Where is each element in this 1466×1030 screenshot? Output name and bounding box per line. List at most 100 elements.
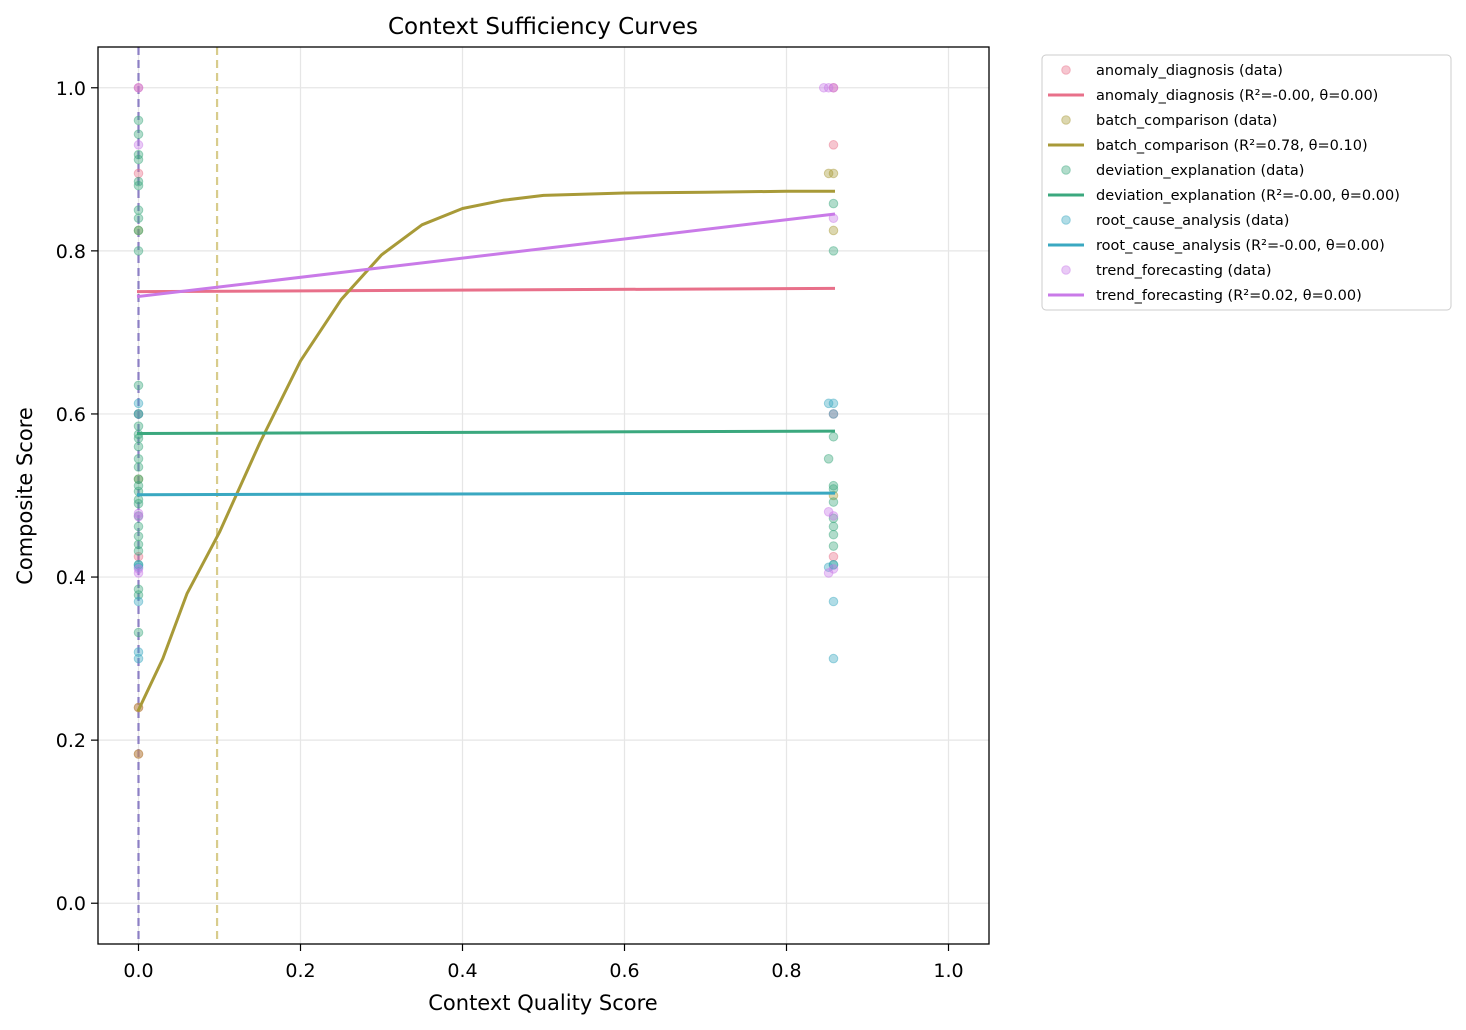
data-point-anomaly_diagnosis (133, 409, 144, 419)
data-point-batch_comparison (133, 225, 144, 236)
data-point-deviation_explanation (133, 590, 144, 600)
legend-label: anomaly_diagnosis (data) (1096, 63, 1283, 79)
data-point-root_cause_analysis (823, 398, 834, 409)
data-point-root_cause_analysis (823, 562, 834, 573)
legend-label: trend_forecasting (data) (1096, 263, 1272, 279)
legend-label: batch_comparison (data) (1096, 113, 1277, 129)
data-point-root_cause_analysis (133, 596, 144, 607)
data-point-deviation_explanation (133, 560, 144, 570)
data-point-trend_forecasting (133, 511, 144, 522)
data-point-deviation_explanation (133, 511, 144, 521)
data-point-deviation_explanation (133, 380, 144, 391)
y-axis-ticks: 0.0 0.2 0.4 0.6 0.8 1.0 (56, 78, 98, 915)
data-point-deviation_explanation (828, 529, 839, 540)
data-point-batch_comparison (828, 225, 839, 236)
data-point-deviation_explanation (828, 521, 839, 532)
data-point-deviation_explanation (828, 198, 839, 209)
data-point-root_cause_analysis (828, 409, 839, 419)
data-point-deviation_explanation (133, 454, 144, 464)
data-point-trend_forecasting (823, 568, 834, 578)
data-point-anomaly_diagnosis (133, 82, 144, 93)
legend-marker-deviation_explanation (1061, 165, 1071, 175)
data-point-trend_forecasting (828, 82, 839, 93)
data-point-deviation_explanation (828, 513, 839, 524)
data-point-deviation_explanation (133, 246, 144, 256)
y-tick-label: 0.6 (56, 404, 86, 426)
data-point-batch_comparison (823, 168, 834, 179)
x-tick-label: 0.8 (771, 960, 801, 982)
legend-marker-root_cause_analysis (1061, 215, 1071, 225)
data-point-anomaly_diagnosis (828, 140, 839, 150)
y-tick-label: 0.2 (56, 730, 86, 752)
x-tick-label: 0.4 (447, 960, 477, 982)
data-point-deviation_explanation (133, 115, 144, 126)
data-point-deviation_explanation (133, 462, 144, 472)
data-point-trend_forecasting (133, 564, 144, 574)
fit-line-batch_comparison (136, 189, 835, 712)
data-point-deviation_explanation (133, 149, 144, 160)
data-point-deviation_explanation (133, 498, 144, 509)
data-point-deviation_explanation (133, 409, 144, 419)
x-tick-label: 0.0 (123, 960, 153, 982)
y-axis-label: Composite Score (13, 407, 37, 585)
data-point-deviation_explanation (133, 225, 144, 236)
data-point-anomaly_diagnosis (828, 82, 839, 93)
data-point-deviation_explanation (133, 180, 144, 191)
data-point-deviation_explanation (133, 521, 144, 532)
data-point-deviation_explanation (133, 546, 144, 556)
data-point-deviation_explanation (133, 627, 144, 638)
x-tick-label: 1.0 (933, 960, 963, 982)
data-point-trend_forecasting (818, 82, 829, 93)
data-point-deviation_explanation (133, 421, 144, 431)
data-point-deviation_explanation (133, 213, 144, 224)
legend-label: root_cause_analysis (R²=-0.00, θ=0.00) (1096, 238, 1385, 254)
data-point-root_cause_analysis (133, 560, 144, 570)
legend-marker-batch_comparison (1061, 115, 1071, 125)
legend-box (1041, 54, 1452, 311)
data-point-deviation_explanation (133, 584, 144, 595)
plot-frame (97, 46, 990, 945)
data-point-anomaly_diagnosis (828, 409, 839, 419)
legend-label: batch_comparison (R²=0.78, θ=0.10) (1096, 138, 1368, 154)
data-point-anomaly_diagnosis (133, 551, 144, 562)
y-tick-label: 0.0 (56, 893, 86, 915)
data-point-deviation_explanation (133, 474, 144, 484)
fit-lines (136, 189, 836, 712)
data-point-anomaly_diagnosis (133, 749, 144, 759)
y-tick-label: 0.4 (56, 567, 86, 589)
data-point-trend_forecasting (823, 82, 834, 93)
data-point-deviation_explanation (133, 441, 144, 452)
data-point-anomaly_diagnosis (828, 551, 839, 562)
chart-title: Context Sufficiency Curves (388, 14, 698, 40)
x-tick-label: 0.2 (285, 960, 315, 982)
legend-label: trend_forecasting (R²=0.02, θ=0.00) (1096, 288, 1362, 304)
x-axis-label: Context Quality Score (428, 991, 657, 1015)
data-point-deviation_explanation (133, 154, 144, 165)
data-point-trend_forecasting (828, 564, 839, 574)
legend-marker-trend_forecasting (1061, 265, 1071, 275)
data-point-deviation_explanation (828, 246, 839, 256)
data-point-root_cause_analysis (828, 653, 839, 664)
data-point-deviation_explanation (828, 541, 839, 551)
legend-label: anomaly_diagnosis (R²=-0.00, θ=0.00) (1096, 88, 1378, 104)
data-point-root_cause_analysis (828, 398, 839, 409)
x-tick-label: 0.6 (609, 960, 639, 982)
data-point-deviation_explanation (828, 431, 839, 442)
data-point-root_cause_analysis (828, 560, 839, 570)
data-point-deviation_explanation (133, 176, 144, 187)
data-point-root_cause_analysis (133, 409, 144, 419)
data-point-deviation_explanation (133, 433, 144, 444)
data-point-deviation_explanation (828, 560, 839, 570)
data-point-deviation_explanation (133, 480, 144, 491)
fit-line-root_cause_analysis (136, 491, 836, 497)
data-point-trend_forecasting (133, 508, 144, 519)
data-point-batch_comparison (133, 749, 144, 759)
data-point-batch_comparison (133, 474, 144, 484)
data-point-anomaly_diagnosis (133, 168, 144, 179)
data-point-deviation_explanation (133, 539, 144, 550)
data-point-root_cause_analysis (133, 653, 144, 664)
data-point-root_cause_analysis (133, 647, 144, 657)
data-point-trend_forecasting (133, 140, 144, 150)
data-point-trend_forecasting (133, 568, 144, 578)
